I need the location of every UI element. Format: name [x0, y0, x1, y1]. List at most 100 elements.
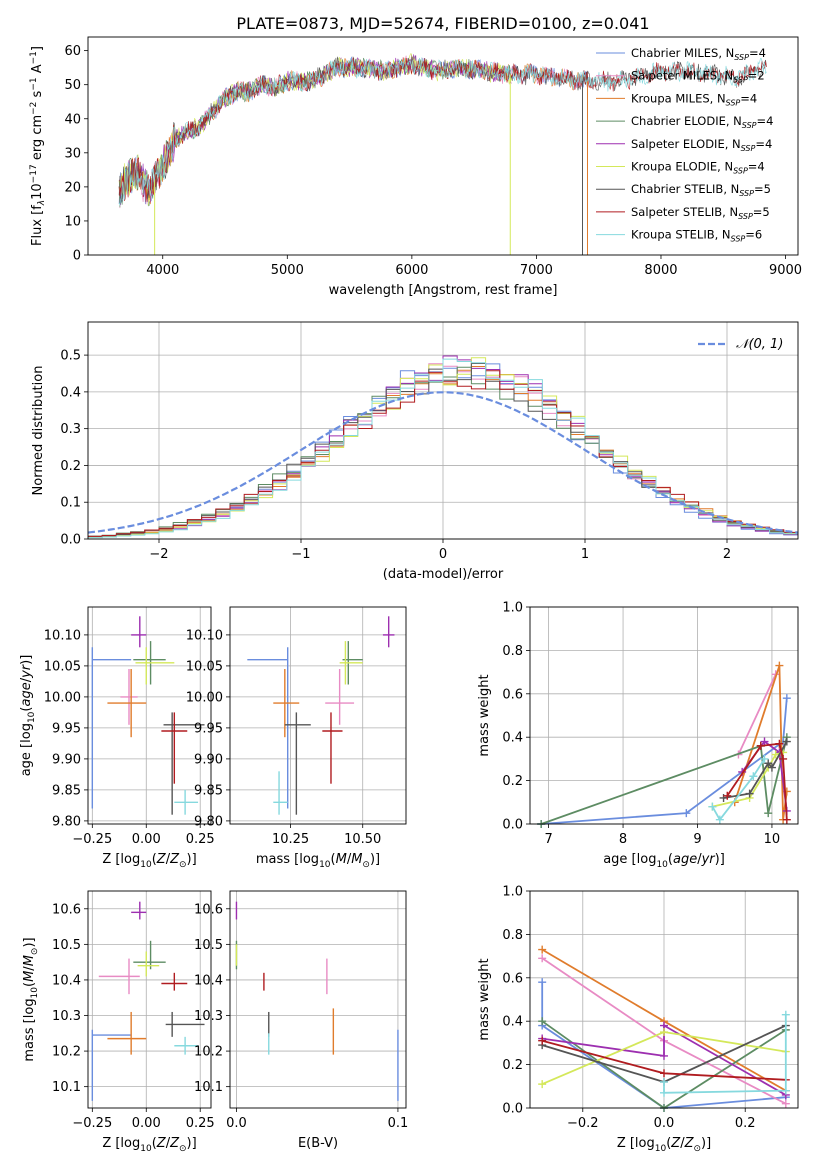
histogram-k_stelib: [88, 358, 798, 539]
x-tick-label: 0.25: [186, 1116, 215, 1131]
weight-marker-c_stelib: [782, 737, 791, 746]
x-tick-label: 4000: [146, 263, 179, 278]
y-tick-label: 0.4: [502, 731, 523, 746]
y-tick-label: 10.10: [44, 628, 81, 643]
y-tick-label: 0.4: [60, 385, 81, 400]
x-tick-label: 2: [723, 547, 731, 562]
x-tick-label: 5000: [271, 263, 304, 278]
axes-frame: [87, 321, 799, 540]
weight-marker-k_stelib: [708, 802, 717, 811]
y-tick-label: 0.6: [502, 971, 523, 986]
weight-marker-s_elodie: [660, 1051, 668, 1060]
weight-marker-c_stelib: [745, 789, 754, 798]
y-tick-label: 0.0: [502, 1102, 523, 1117]
y-axis-label: Flux [fλ10−17 erg cm−2 s−1 A−1]: [29, 46, 47, 246]
weight-marker-k_stelib: [781, 1010, 790, 1019]
y-tick-label: 50: [64, 78, 81, 93]
figure-title: PLATE=0873, MJD=52674, FIBERID=0100, z=0…: [236, 14, 649, 33]
x-tick-label: 0.0: [226, 1116, 247, 1131]
x-axis-label: wavelength [Angstrom, rest frame]: [329, 283, 558, 298]
weight-marker-s_stelib: [756, 741, 765, 750]
y-tick-label: 0.3: [60, 422, 81, 437]
weight-line-k_miles: [733, 665, 788, 820]
axes-frame: [529, 606, 799, 825]
x-tick-label: 8: [619, 832, 627, 847]
y-tick-label: 10.5: [52, 938, 81, 953]
x-tick-label: 0.25: [186, 832, 215, 847]
legend-label-s_miles: Salpeter MILES, NSSP=2: [631, 69, 765, 85]
weight-marker-k_stelib: [749, 772, 758, 781]
weight-marker-s_miles: [781, 1099, 790, 1108]
weight-marker-s_stelib: [779, 754, 788, 763]
y-tick-label: 10.5: [194, 938, 223, 953]
normal-curve: [87, 391, 799, 534]
y-tick-label: 10.2: [52, 1045, 81, 1060]
age-vs-mass-panel: 10.25 10.50 9.80 9.85 9.90 9.95 10.00 10.05 10.1…: [186, 606, 407, 870]
y-tick-label: 10.6: [194, 902, 223, 917]
x-tick-label: 0: [439, 547, 447, 562]
x-tick-label: −0.25: [72, 832, 112, 847]
x-tick-label: −2: [149, 547, 168, 562]
x-tick-label: 0.0: [654, 1116, 675, 1131]
weight-marker-c_stelib: [764, 759, 773, 768]
y-tick-label: 10.1: [52, 1080, 81, 1095]
weight-marker-s_stelib: [660, 1069, 668, 1078]
y-tick-label: 9.80: [194, 814, 223, 829]
y-tick-label: 9.90: [52, 752, 81, 767]
legend-label-k_miles: Kroupa MILES, NSSP=4: [631, 91, 757, 107]
y-axis-label: age [log10(age/yr)]: [19, 655, 37, 777]
spectrum-panel: 4000 5000 6000 7000 8000 9000 0 10 20 30 40 50 60 wav…: [29, 36, 802, 298]
legend-label-k_elodie: Kroupa ELODIE, NSSP=4: [631, 160, 765, 176]
y-tick-label: 60: [64, 44, 81, 59]
y-tick-label: 9.85: [52, 783, 81, 798]
y-tick-label: 9.95: [194, 721, 223, 736]
axes-frame: [87, 890, 212, 1109]
y-axis-label: Normed distribution: [31, 366, 46, 496]
x-tick-label: 8000: [644, 263, 677, 278]
legend-label-k_stelib: Kroupa STELIB, NSSP=6: [631, 228, 762, 244]
y-tick-label: 10.00: [186, 690, 223, 705]
y-tick-label: 10.4: [194, 973, 223, 988]
y-tick-label: 10.05: [44, 659, 81, 674]
x-axis-label: Z [log10(Z/Z⊙)]: [617, 1136, 711, 1154]
weight-marker-s_elodie: [760, 737, 769, 746]
weight-marker-k_stelib: [660, 1088, 668, 1097]
x-tick-label: 9: [693, 832, 701, 847]
weight-marker-c_miles: [538, 978, 547, 987]
legend-label-s_elodie: Salpeter ELODIE, NSSP=4: [631, 137, 772, 153]
legend-label-s_stelib: Salpeter STELIB, NSSP=5: [631, 205, 770, 221]
x-axis-label: mass [log10(M/M⊙)]: [256, 852, 380, 870]
axes-frame: [529, 890, 799, 1109]
y-tick-label: 1.0: [502, 885, 523, 900]
weight-marker-c_elodie: [538, 1017, 547, 1026]
weight-marker-s_stelib: [782, 815, 791, 824]
x-tick-label: −0.25: [72, 1116, 112, 1131]
y-tick-label: 0.0: [502, 818, 523, 833]
y-tick-label: 0.4: [502, 1015, 523, 1030]
y-tick-label: 10.2: [194, 1045, 223, 1060]
x-axis-label: age [log10(age/yr)]: [603, 852, 725, 870]
weight-marker-c_miles: [782, 694, 791, 703]
y-axis-label: mass weight: [477, 674, 492, 756]
x-tick-label: 10: [764, 832, 781, 847]
axes-frame: [229, 890, 407, 1109]
y-tick-label: 0.8: [502, 928, 523, 943]
y-tick-label: 10.6: [52, 902, 81, 917]
y-axis-label: mass [log10(M/M⊙)]: [22, 937, 40, 1061]
y-tick-label: 1.0: [502, 601, 523, 616]
y-axis-label: mass weight: [477, 958, 492, 1040]
x-tick-label: 6000: [395, 263, 428, 278]
x-tick-label: 0.00: [132, 1116, 161, 1131]
y-tick-label: 0.0: [60, 533, 81, 548]
y-tick-label: 10.05: [186, 659, 223, 674]
y-tick-label: 10.4: [52, 973, 81, 988]
age-vs-metallicity-panel: −0.25 0.00 0.25 9.80 9.85 9.90 9.95 10.00 10.05 1…: [19, 606, 215, 870]
weight-line-k_stelib: [663, 1014, 787, 1094]
weight-marker-k_miles: [775, 661, 784, 670]
weight-vs-age-panel: 7 8 9 10 0.0 0.2 0.4 0.6 0.8 1.0 age [log10(age/yr…: [477, 601, 799, 870]
x-tick-label: 7: [544, 832, 552, 847]
y-tick-label: 10.3: [194, 1009, 223, 1024]
y-tick-label: 20: [64, 180, 81, 195]
weight-marker-k_stelib: [715, 815, 724, 824]
